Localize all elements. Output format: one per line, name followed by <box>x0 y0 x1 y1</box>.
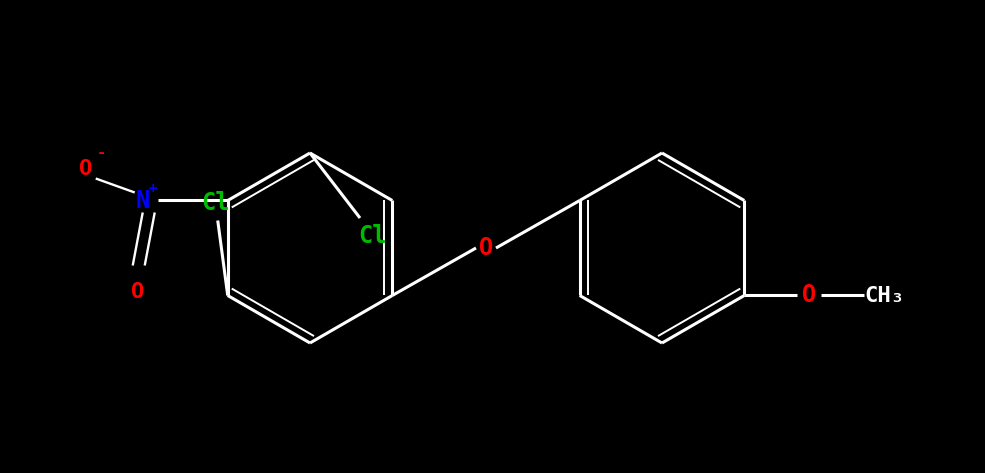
Text: -: - <box>98 145 106 160</box>
Text: N: N <box>136 189 150 212</box>
Text: O: O <box>79 158 93 178</box>
Text: O: O <box>131 282 145 303</box>
Text: Cl: Cl <box>358 224 386 248</box>
Text: O: O <box>802 283 817 307</box>
Text: CH₃: CH₃ <box>864 286 904 306</box>
Text: O: O <box>479 236 493 260</box>
Text: +: + <box>149 182 157 195</box>
Text: Cl: Cl <box>202 191 230 214</box>
